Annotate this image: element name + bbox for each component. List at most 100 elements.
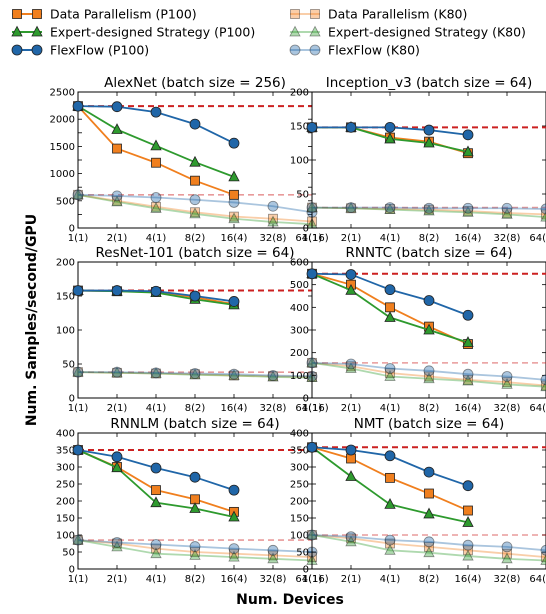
data-point xyxy=(424,371,434,382)
panel-title: NMT (batch size = 64) xyxy=(354,416,504,432)
data-point xyxy=(189,368,201,379)
y-tick-label: 600 xyxy=(290,258,309,269)
data-point xyxy=(150,496,162,508)
data-point xyxy=(541,209,546,220)
data-point xyxy=(463,505,473,516)
data-point xyxy=(111,123,123,134)
data-point xyxy=(190,547,200,557)
data-point xyxy=(111,540,123,552)
y-tick-label: 0 xyxy=(303,224,309,235)
x-tick-label: 4(1) xyxy=(146,233,167,244)
data-point xyxy=(72,100,84,112)
legend-marker xyxy=(11,44,23,56)
panel-resnet-101: ResNet-101 (batch size = 64) 0 50 100 150 200… xyxy=(56,245,329,414)
series-expert-designed-strategy-k80 xyxy=(72,533,318,565)
legend-marker xyxy=(11,25,23,37)
x-tick-label: 2(1) xyxy=(341,403,362,414)
x-tick-label: 2(1) xyxy=(341,233,362,244)
data-point xyxy=(385,538,395,549)
x-tick-label: 16(4) xyxy=(455,403,482,414)
x-tick-label: 16(4) xyxy=(455,574,482,585)
series-line xyxy=(311,361,546,387)
data-point xyxy=(189,502,201,513)
legend-marker xyxy=(12,9,22,19)
x-tick-label: 2(1) xyxy=(341,574,362,585)
legend-marker xyxy=(290,9,300,19)
y-tick-label: 500 xyxy=(290,280,309,291)
data-point xyxy=(306,121,318,133)
series-line xyxy=(311,206,546,219)
x-tick-label: 4(1) xyxy=(380,574,401,585)
series-flexflow-p100 xyxy=(306,121,474,141)
legend-marker xyxy=(309,44,321,56)
data-point xyxy=(345,531,357,543)
data-point xyxy=(423,507,435,519)
data-point xyxy=(345,362,357,373)
x-tick-label: 2(1) xyxy=(107,233,128,244)
data-point xyxy=(462,145,474,157)
data-point xyxy=(228,296,240,307)
x-tick-label: 8(2) xyxy=(419,403,440,414)
data-point xyxy=(229,189,239,200)
data-point xyxy=(384,202,396,214)
y-tick-label: 2500 xyxy=(50,88,75,99)
data-point xyxy=(73,189,83,200)
data-point xyxy=(501,378,513,389)
legend-label: FlexFlow (K80) xyxy=(328,43,420,58)
series-flexflow-k80 xyxy=(306,529,546,556)
data-point xyxy=(423,295,435,306)
data-point xyxy=(462,206,474,217)
data-point xyxy=(384,284,396,296)
data-point xyxy=(150,367,162,379)
data-point xyxy=(306,441,318,453)
data-point xyxy=(267,370,279,381)
data-point xyxy=(462,202,474,214)
x-tick-label: 32(8) xyxy=(260,233,287,244)
legend-marker xyxy=(32,9,42,19)
series-line xyxy=(77,193,313,214)
panel-rnntc: RNNTC (batch size = 64) 0 100 200 300 400 500 6… xyxy=(290,245,546,414)
x-tick-label: 4(1) xyxy=(380,403,401,414)
data-point xyxy=(424,488,434,499)
y-tick-label: 100 xyxy=(290,531,309,542)
data-point xyxy=(423,466,435,478)
data-point xyxy=(111,190,123,202)
panel-title: ResNet-101 (batch size = 64) xyxy=(96,245,295,261)
data-point xyxy=(385,368,395,378)
x-tick-label: 64(16) xyxy=(295,233,328,244)
data-point xyxy=(540,544,546,556)
y-tick-label: 0 xyxy=(69,565,75,576)
data-point xyxy=(462,368,474,380)
data-point xyxy=(150,462,162,474)
series-line xyxy=(77,371,313,379)
data-point xyxy=(111,461,123,473)
legend: Data Parallelism (P100) Data Parallelism … xyxy=(11,7,526,58)
data-point xyxy=(228,550,240,562)
series-data-parallelism-k80 xyxy=(73,367,317,382)
panel-title: RNNLM (batch size = 64) xyxy=(110,416,279,432)
data-point xyxy=(345,269,357,280)
y-tick-label: 250 xyxy=(290,480,309,491)
series-flexflow-p100 xyxy=(72,100,240,149)
data-point xyxy=(228,170,240,182)
data-point xyxy=(111,451,123,463)
data-point xyxy=(384,370,396,381)
data-point xyxy=(501,541,513,553)
data-point xyxy=(384,203,396,215)
y-tick-label: 400 xyxy=(290,303,309,314)
x-tick-label: 64(16) xyxy=(295,574,328,585)
x-tick-label: 1(1) xyxy=(68,574,89,585)
data-point xyxy=(306,356,318,368)
legend-label: FlexFlow (P100) xyxy=(50,43,149,58)
data-point xyxy=(540,374,546,386)
data-point xyxy=(306,202,318,214)
data-point xyxy=(462,309,474,321)
x-tick-label: 32(8) xyxy=(260,574,287,585)
data-point xyxy=(501,371,513,382)
data-point xyxy=(150,139,162,151)
data-point xyxy=(111,366,123,378)
series-flexflow-k80 xyxy=(306,357,546,386)
series-flexflow-k80 xyxy=(306,202,546,215)
x-tick-label: 1(1) xyxy=(302,574,323,585)
series-line xyxy=(311,361,546,388)
